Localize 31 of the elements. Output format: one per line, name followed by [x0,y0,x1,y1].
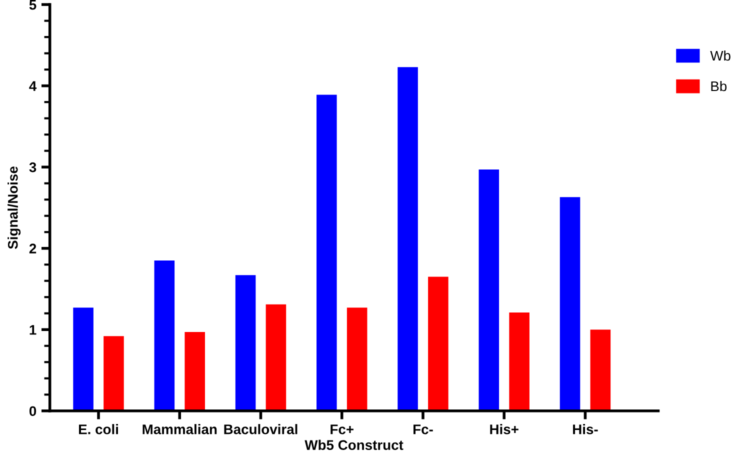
bar [560,197,580,411]
bar [590,330,611,411]
x-tick-label: E. coli [78,424,118,434]
legend-label: Bb [711,80,727,92]
bar [266,304,286,411]
x-tick-label: Baculoviral [224,424,298,434]
x-tick-label: His- [573,424,598,434]
bar [154,260,175,411]
x-axis-title: Wb5 Construct [304,440,404,450]
y-tick-label: 3 [29,162,36,172]
bar [235,275,256,411]
x-tick-label: Mammalian [142,424,217,434]
y-tick-label: 4 [29,81,37,91]
bar [104,336,124,411]
bar [316,94,337,411]
y-tick-label: 2 [29,244,36,254]
y-axis-title: Signal/Noise [8,166,21,249]
bar [428,276,448,411]
bar [346,308,368,411]
y-tick-label: 5 [29,0,36,10]
bar [398,67,418,411]
bar [478,170,500,411]
x-tick-label: His+ [490,424,518,434]
bar [73,308,94,411]
bar [509,312,530,411]
x-tick-label: Fc+ [330,424,354,434]
x-tick-label: Fc- [414,424,433,434]
legend-label: Wb [710,50,730,61]
y-tick-label: 1 [30,325,36,335]
y-tick-label: 0 [29,406,36,416]
bar [184,332,205,411]
